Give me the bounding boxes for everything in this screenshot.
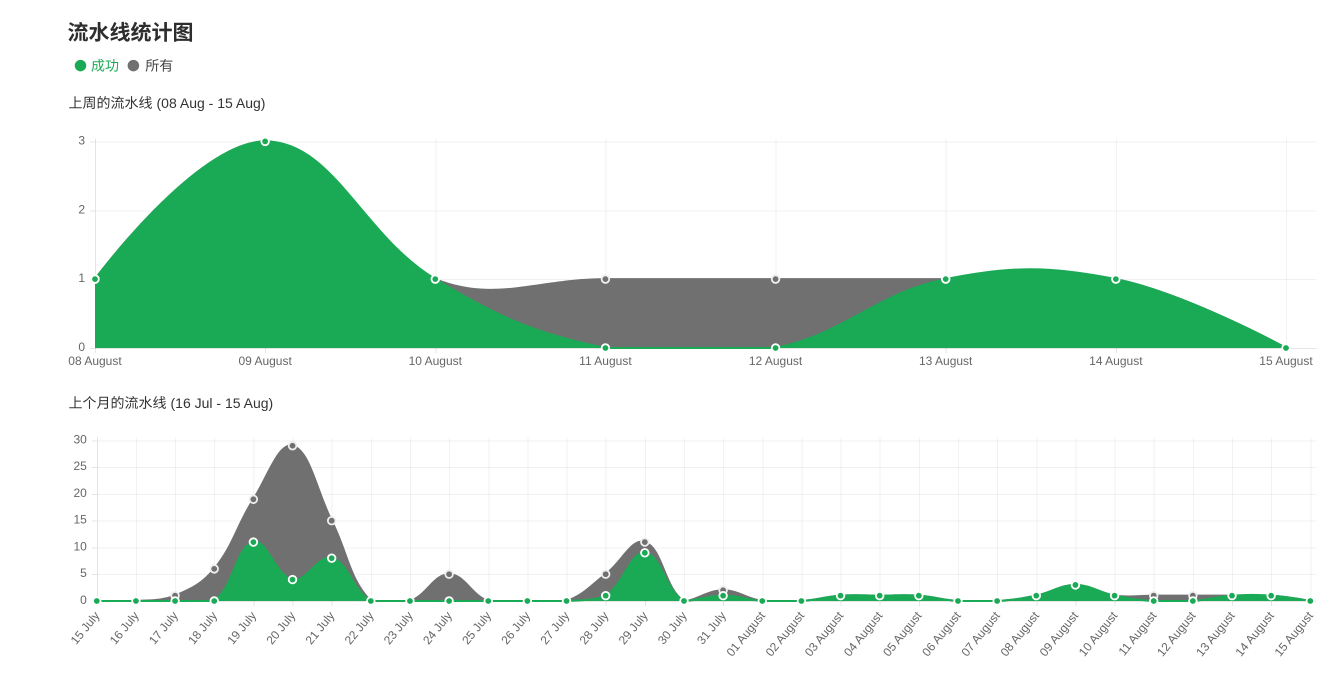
svg-text:30: 30 bbox=[73, 432, 87, 446]
svg-text:20: 20 bbox=[73, 486, 87, 500]
svg-text:12 August: 12 August bbox=[749, 354, 803, 368]
svg-text:15: 15 bbox=[73, 513, 87, 527]
svg-text:11 August: 11 August bbox=[579, 354, 632, 368]
svg-text:25: 25 bbox=[73, 459, 87, 473]
svg-text:5: 5 bbox=[80, 566, 87, 580]
svg-text:1: 1 bbox=[78, 271, 85, 285]
svg-text:15 August: 15 August bbox=[1259, 354, 1313, 368]
svg-text:08 August: 08 August bbox=[68, 354, 122, 368]
svg-text:(16 Jul - 15 Aug): (16 Jul - 15 Aug) bbox=[171, 395, 274, 411]
svg-text:13 August: 13 August bbox=[919, 354, 973, 368]
svg-text:0: 0 bbox=[80, 593, 87, 607]
svg-text:3: 3 bbox=[78, 133, 85, 147]
svg-text:10 August: 10 August bbox=[409, 354, 463, 368]
svg-text:09 August: 09 August bbox=[238, 354, 292, 368]
svg-text:14 August: 14 August bbox=[1089, 354, 1143, 368]
svg-text:10: 10 bbox=[73, 539, 87, 553]
svg-text:2: 2 bbox=[78, 202, 85, 216]
svg-text:(08 Aug - 15 Aug): (08 Aug - 15 Aug) bbox=[157, 95, 266, 111]
svg-text:0: 0 bbox=[78, 340, 85, 354]
